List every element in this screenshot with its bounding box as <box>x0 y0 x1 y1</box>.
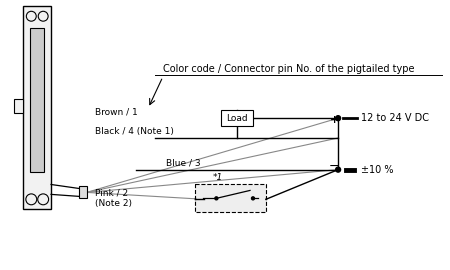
Text: ±10 %: ±10 % <box>361 165 393 175</box>
Bar <box>14 99 23 113</box>
Text: Brown / 1: Brown / 1 <box>94 107 137 116</box>
Text: 12 to 24 V DC: 12 to 24 V DC <box>361 113 429 123</box>
Text: Black / 4 (Note 1): Black / 4 (Note 1) <box>94 127 174 136</box>
Text: *1: *1 <box>212 173 223 181</box>
Text: Load: Load <box>226 114 248 123</box>
Text: Blue / 3: Blue / 3 <box>166 159 201 168</box>
Circle shape <box>252 197 254 200</box>
Circle shape <box>336 116 341 121</box>
Bar <box>23 6 51 209</box>
Bar <box>30 28 44 172</box>
Text: (Note 2): (Note 2) <box>94 199 132 208</box>
Text: Color code / Connector pin No. of the pigtailed type: Color code / Connector pin No. of the pi… <box>163 64 414 74</box>
Bar <box>221 110 253 126</box>
Bar <box>194 184 266 212</box>
Text: −: − <box>328 160 339 173</box>
Circle shape <box>215 197 218 200</box>
Circle shape <box>336 167 341 172</box>
Bar <box>79 187 87 198</box>
Text: Pink / 2: Pink / 2 <box>94 188 128 197</box>
Text: +: + <box>330 115 339 125</box>
